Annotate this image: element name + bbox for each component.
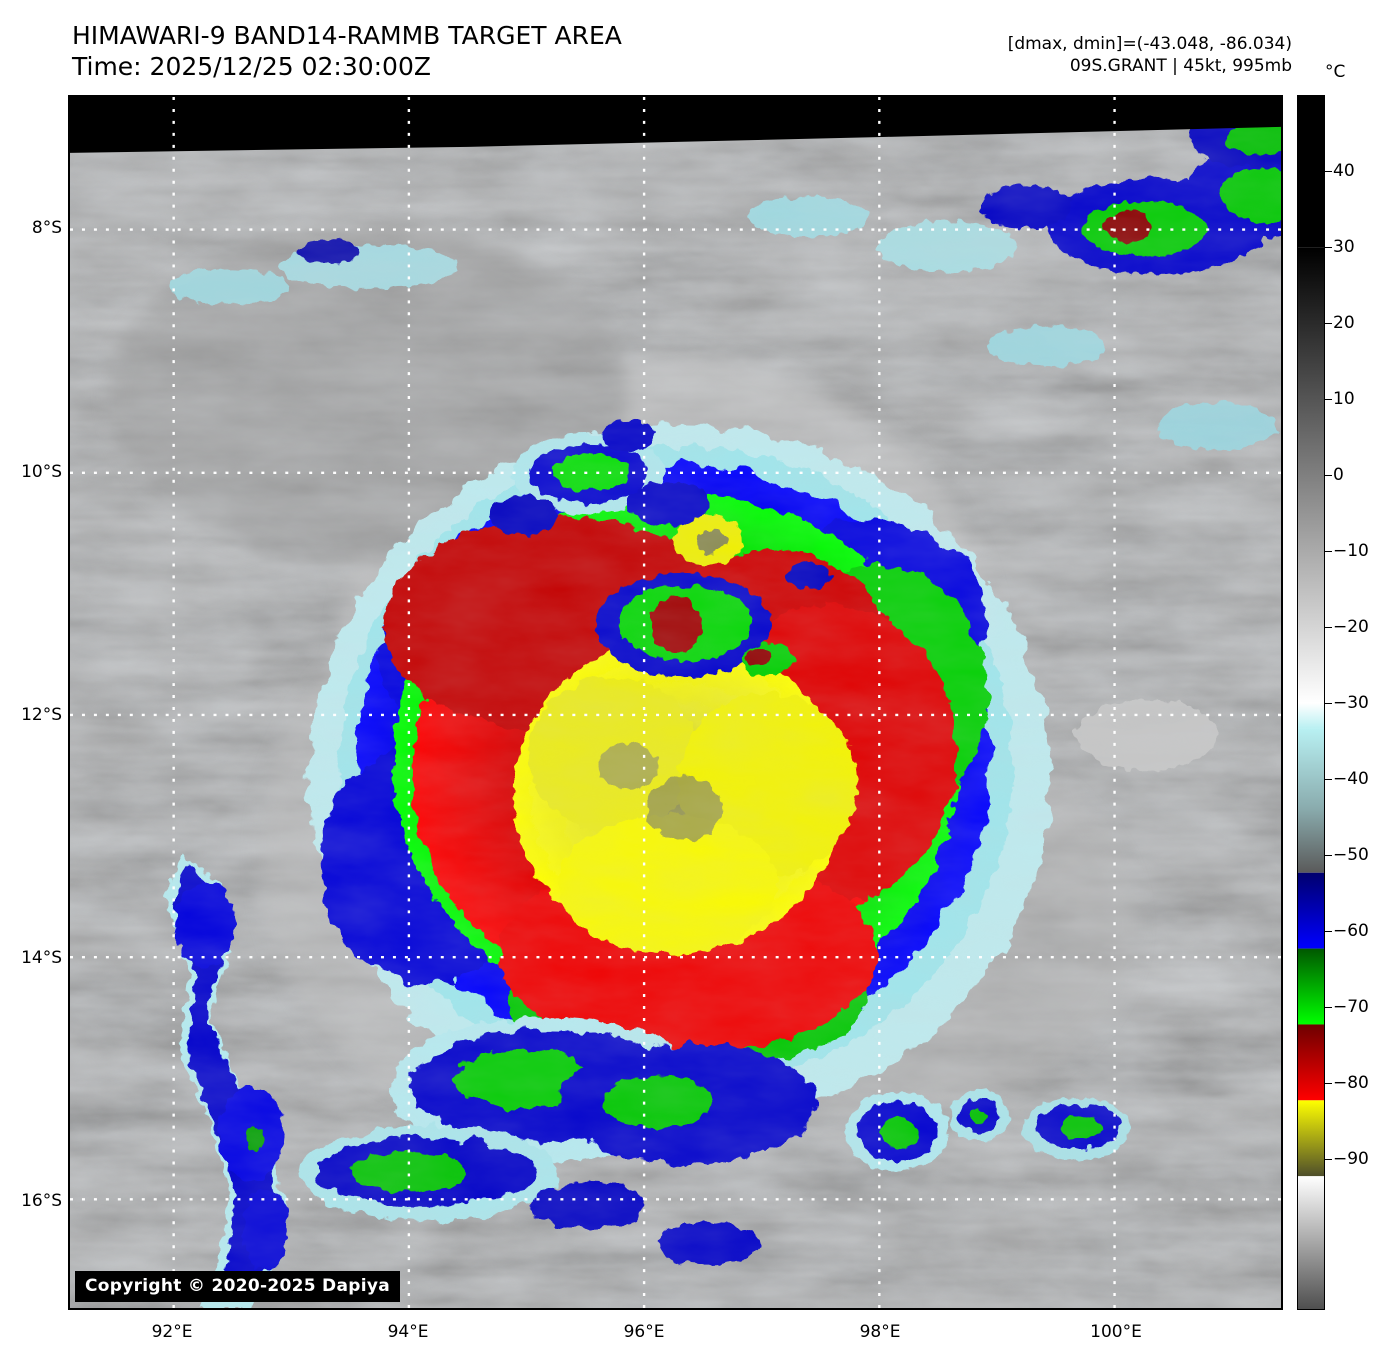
cbar-tick-m90: −90	[1333, 1149, 1369, 1169]
cbar-tick-m60: −60	[1333, 921, 1369, 941]
cbar-tick-0: 0	[1333, 465, 1344, 485]
no-data-band	[70, 97, 1281, 153]
no-data-band-top	[70, 97, 1281, 111]
satellite-image-plot: Copyright © 2020-2025 Dapiya	[68, 95, 1283, 1310]
lon-label-100E: 100°E	[1090, 1322, 1142, 1342]
cbar-tick-m30: −30	[1333, 693, 1369, 713]
lon-label-96E: 96°E	[623, 1322, 665, 1342]
lon-label-98E: 98°E	[859, 1322, 901, 1342]
cbar-tick-m70: −70	[1333, 997, 1369, 1017]
lon-label-94E: 94°E	[387, 1322, 429, 1342]
cbar-tick-m80: −80	[1333, 1073, 1369, 1093]
metadata-block: [dmax, dmin]=(-43.048, -86.034) 09S.GRAN…	[1008, 33, 1292, 77]
lat-label-16S: 16°S	[21, 1191, 62, 1211]
colorbar-unit-label: °C	[1325, 62, 1346, 82]
storm-info-label: 09S.GRANT | 45kt, 995mb	[1069, 56, 1292, 76]
copyright-watermark: Copyright © 2020-2025 Dapiya	[75, 1271, 400, 1302]
timestamp-label: Time: 2025/12/25 02:30:00Z	[72, 52, 431, 81]
lat-label-8S: 8°S	[31, 218, 62, 238]
cbar-tick-30: 30	[1333, 237, 1355, 257]
dmax-dmin-label: [dmax, dmin]=(-43.048, -86.034)	[1007, 34, 1292, 54]
lat-label-10S: 10°S	[21, 462, 62, 482]
cbar-tick-m40: −40	[1333, 769, 1369, 789]
colorbar-gradient	[1298, 96, 1324, 1309]
lon-label-92E: 92°E	[151, 1322, 193, 1342]
cbar-tick-m10: −10	[1333, 541, 1369, 561]
pixel-noise-overlay	[70, 97, 1281, 1308]
cbar-tick-20: 20	[1333, 313, 1355, 333]
title-block: HIMAWARI-9 BAND14-RAMMB TARGET AREA Time…	[72, 20, 622, 82]
page-title: HIMAWARI-9 BAND14-RAMMB TARGET AREA	[72, 21, 622, 50]
temperature-colorbar	[1297, 95, 1325, 1310]
lat-label-14S: 14°S	[21, 948, 62, 968]
lat-label-12S: 12°S	[21, 705, 62, 725]
cbar-tick-m20: −20	[1333, 617, 1369, 637]
satellite-imagery-canvas	[70, 97, 1281, 1308]
cbar-tick-40: 40	[1333, 161, 1355, 181]
cbar-tick-10: 10	[1333, 389, 1355, 409]
cbar-tick-m50: −50	[1333, 845, 1369, 865]
